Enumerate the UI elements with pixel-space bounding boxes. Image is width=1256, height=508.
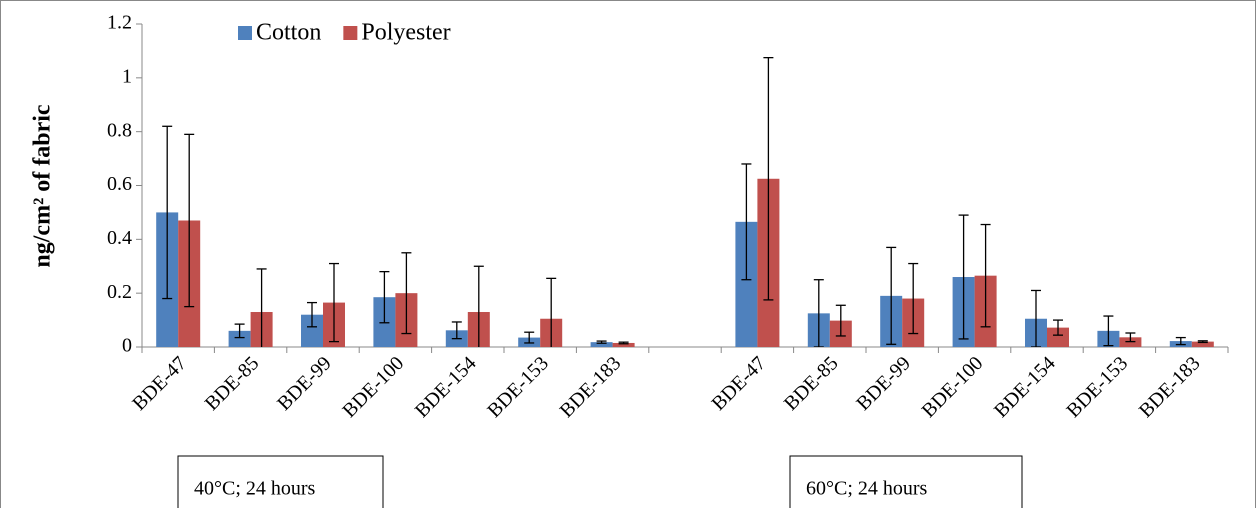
- error-bar: [886, 246, 897, 345]
- y-tick-label: 0: [122, 335, 132, 357]
- bar: [228, 330, 251, 347]
- bar: [1047, 327, 1069, 347]
- y-axis-label: ng/cm² of fabric: [30, 104, 56, 268]
- y-tick-label: 0.8: [107, 119, 132, 141]
- annotation-box: [177, 455, 384, 508]
- error-bar: [1031, 289, 1041, 347]
- x-tick-label: BDE-100: [918, 352, 988, 422]
- x-tick-label: BDE-183: [1135, 352, 1205, 422]
- error-bar: [329, 262, 339, 343]
- error-bar: [958, 214, 969, 340]
- annotation: 40°C; 24 hours: [194, 478, 316, 500]
- legend-swatch: [343, 26, 358, 40]
- bar: [1191, 341, 1214, 347]
- x-tick-label: BDE-85: [780, 352, 843, 415]
- error-bar: [184, 133, 195, 308]
- x-tick-label: BDE-153: [483, 352, 553, 422]
- error-bar: [546, 277, 557, 347]
- error-bar: [234, 323, 245, 339]
- error-bar: [813, 279, 824, 347]
- error-bar: [763, 56, 774, 301]
- error-bar: [473, 265, 484, 347]
- x-tick-label: BDE-154: [990, 352, 1060, 422]
- error-bar: [162, 125, 173, 300]
- x-tick-label: BDE-183: [556, 352, 626, 422]
- x-tick-label: BDE-153: [1062, 352, 1132, 422]
- bar: [590, 342, 613, 347]
- annotation: 60°C; 24 hours: [806, 478, 928, 500]
- bar: [735, 221, 758, 347]
- error-bar: [401, 252, 412, 335]
- x-tick-label: BDE-85: [201, 352, 264, 415]
- x-tick-label: BDE-47: [128, 352, 191, 415]
- legend-swatch: [238, 26, 252, 40]
- y-tick-label: 0.2: [107, 281, 132, 303]
- legend-label: Polyester: [361, 20, 450, 46]
- error-bar: [618, 341, 629, 345]
- plot-area: [156, 56, 1214, 347]
- error-bar: [1197, 340, 1208, 344]
- y-tick-label: 0.4: [107, 227, 132, 249]
- error-bar: [307, 301, 317, 328]
- x-tick-label: BDE-99: [273, 352, 336, 415]
- y-tick-label: 0.6: [107, 173, 132, 195]
- error-bar: [741, 163, 752, 281]
- error-bar: [379, 270, 390, 324]
- bar: [301, 314, 323, 347]
- x-tick-label: BDE-154: [411, 352, 481, 422]
- error-bar: [596, 340, 607, 344]
- x-tick-label: BDE-47: [707, 352, 770, 415]
- error-bar: [256, 268, 267, 347]
- error-bar: [908, 262, 919, 335]
- annotation-box: [789, 455, 1023, 508]
- error-bar: [1053, 319, 1063, 336]
- error-bar: [524, 331, 535, 344]
- legend-label: Cotton: [256, 20, 321, 46]
- x-tick-label: BDE-100: [338, 352, 408, 422]
- bar: [612, 342, 635, 347]
- error-bar: [1103, 315, 1114, 347]
- y-tick-label: 1: [122, 65, 132, 87]
- error-bar: [1175, 336, 1186, 346]
- x-tick-label: BDE-99: [852, 352, 915, 415]
- error-bar: [835, 304, 846, 337]
- error-bar: [980, 223, 991, 328]
- error-bar: [451, 321, 462, 340]
- error-bar: [1125, 332, 1136, 343]
- y-tick-label: 1.2: [107, 12, 132, 34]
